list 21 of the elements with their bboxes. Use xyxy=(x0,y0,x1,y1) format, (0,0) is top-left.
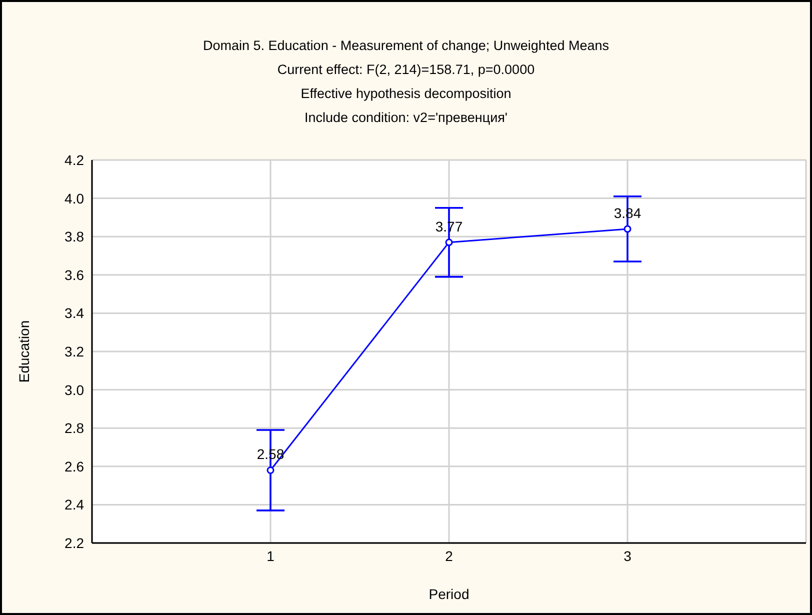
y-tick-label: 3.2 xyxy=(64,343,84,360)
y-axis-title: Education xyxy=(16,320,32,383)
y-tick-label: 2.6 xyxy=(64,458,84,474)
y-tick-label: 2.2 xyxy=(64,534,84,551)
x-tick-label: 1 xyxy=(266,548,275,564)
x-tick-label: 2 xyxy=(445,548,454,564)
x-axis-title: Period xyxy=(428,586,470,602)
y-tick-label: 3.6 xyxy=(64,266,84,283)
y-tick-label: 2.4 xyxy=(64,496,84,513)
y-tick-label: 3.4 xyxy=(64,305,84,322)
y-tick-label: 3.0 xyxy=(64,382,84,398)
point xyxy=(445,238,453,246)
point xyxy=(266,466,274,474)
y-tick-label: 4.0 xyxy=(64,190,84,206)
chart-subtitle: Current effect: F(2, 214)=158.71, p=0.0000 Effective hypothesis decomposition Include condition: v2='превенция' xyxy=(276,61,536,127)
y-tick-label: 4.2 xyxy=(64,152,84,168)
chart-title: Domain 5. Education - Measurement of change; Unweighted Means xyxy=(202,37,610,55)
y-tick-label: 2.8 xyxy=(64,420,84,436)
y-tick-label: 3.8 xyxy=(64,228,84,245)
x-tick-label: 3 xyxy=(624,548,632,564)
point xyxy=(624,225,632,233)
